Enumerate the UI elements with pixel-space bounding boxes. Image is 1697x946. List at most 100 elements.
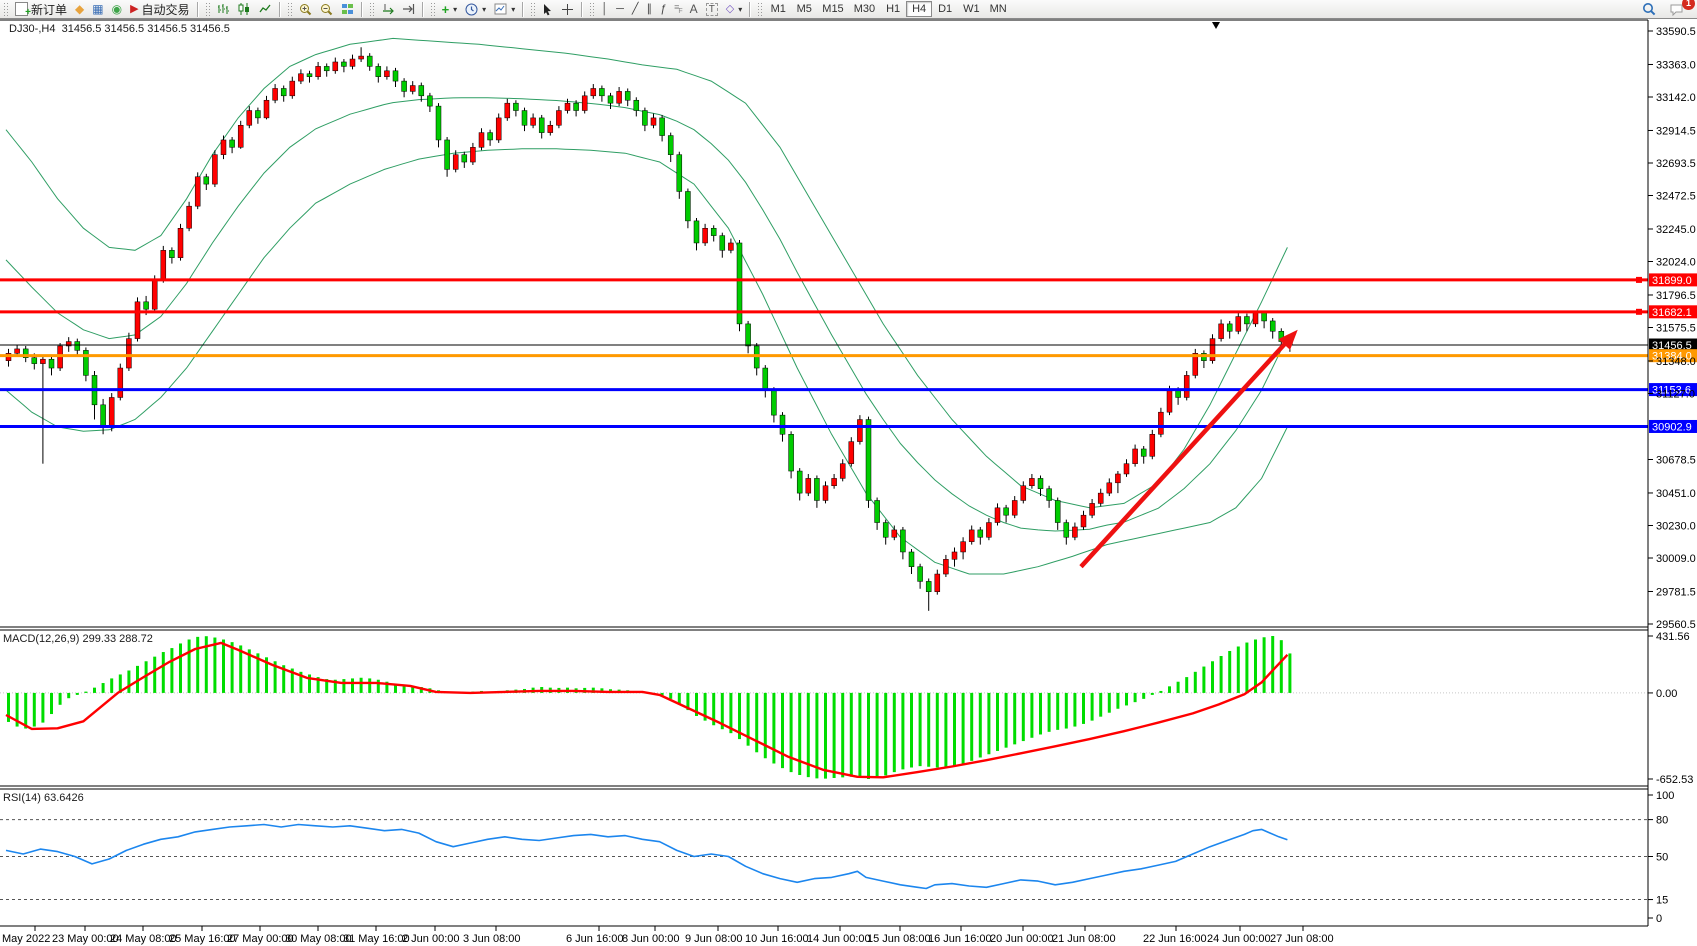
- tile-windows-button[interactable]: [337, 1, 358, 18]
- time-axis-label: 8 Jun 00:00: [622, 933, 680, 945]
- toolbar-grip[interactable]: [368, 2, 374, 16]
- timeframe-m30-button[interactable]: M30: [849, 1, 880, 17]
- timeframe-m5-button[interactable]: M5: [791, 1, 817, 17]
- toolbar-grip[interactable]: [589, 2, 595, 16]
- equidistant-channel-button[interactable]: ∥: [643, 1, 657, 18]
- clock-icon: [465, 3, 478, 16]
- market-watch-button[interactable]: ▦: [88, 1, 107, 18]
- crosshair-button[interactable]: [557, 1, 578, 18]
- line-chart-button[interactable]: [255, 1, 276, 18]
- rsi-axis-tick: 0: [1656, 913, 1662, 925]
- timeframe-d1-button[interactable]: D1: [932, 1, 958, 17]
- new-order-icon: +: [15, 2, 31, 18]
- toolbar-grip[interactable]: [429, 2, 435, 16]
- bollinger-lower-line: [5, 148, 1288, 575]
- toolbar-grip[interactable]: [757, 2, 763, 16]
- toolbar-separator: [581, 1, 584, 17]
- toolbar: + 新订单 ◆ ▦ ◉ ▶ 自动交易 + ▾ ▾ ▾ │ ─ ╱ ∥ ƒ ≡F A T ◇ ▾ M1 M5 M15 M30 H1 H…: [0, 0, 1697, 19]
- price-axis-tick: 32472.5: [1656, 191, 1696, 203]
- horizontal-line-button[interactable]: ─: [612, 1, 628, 18]
- line-endpoint-marker[interactable]: [1636, 308, 1642, 315]
- toolbar-separator: [522, 1, 525, 17]
- text-label-button[interactable]: T: [702, 1, 722, 18]
- time-axis-label: May 2022: [2, 933, 50, 945]
- time-axis-label: 16 Jun 16:00: [928, 933, 992, 945]
- zoom-in-button[interactable]: [295, 1, 316, 18]
- chart-shift-icon: [402, 3, 415, 15]
- chart-panes[interactable]: [0, 20, 1697, 926]
- zoom-out-button[interactable]: [316, 1, 337, 18]
- price-line-label: 31384.0: [1652, 351, 1692, 363]
- bollinger-upper-line: [5, 37, 1288, 509]
- auto-trading-icon: ▶: [130, 2, 139, 15]
- time-axis-label: 20 Jun 00:00: [990, 933, 1054, 945]
- macd-pane[interactable]: [0, 636, 1648, 779]
- chart-shift-button[interactable]: [398, 1, 419, 18]
- time-axis-label: 21 Jun 08:00: [1052, 933, 1116, 945]
- trendline-icon: ╱: [631, 2, 639, 15]
- fibonacci-grid-button[interactable]: ≡F: [670, 1, 686, 18]
- time-axis-label: 9 Jun 08:00: [685, 933, 743, 945]
- toolbar-grip[interactable]: [3, 2, 8, 16]
- fibonacci-button[interactable]: ƒ: [656, 1, 670, 18]
- toolbar-grip[interactable]: [530, 2, 536, 16]
- macd-axis-tick: 0.00: [1656, 688, 1677, 700]
- price-line-label-box: [1649, 383, 1697, 397]
- label-icon: T: [705, 2, 718, 16]
- toolbar-separator: [421, 1, 424, 17]
- timeframe-w1-button[interactable]: W1: [958, 1, 985, 17]
- new-order-button[interactable]: + 新订单: [11, 1, 71, 18]
- price-axis-tick: 30678.5: [1656, 454, 1696, 466]
- candlestick-button[interactable]: [234, 1, 255, 18]
- rsi-axis-tick: 50: [1656, 852, 1668, 864]
- text-button[interactable]: A: [686, 1, 702, 18]
- toolbar-grip[interactable]: [286, 2, 292, 16]
- toolbar-grip[interactable]: [204, 2, 210, 16]
- price-axis[interactable]: 33590.5 33363.0 33142.0 32914.5 32693.5 32472…: [1648, 26, 1696, 925]
- bar-chart-button[interactable]: [213, 1, 234, 18]
- trendline-button[interactable]: ╱: [628, 1, 643, 18]
- auto-scroll-icon: [381, 3, 394, 15]
- search-button[interactable]: [1638, 1, 1660, 18]
- toolbar-separator: [278, 1, 281, 17]
- chart-profile-button[interactable]: ◆: [71, 1, 88, 18]
- timeframe-m1-button[interactable]: M1: [765, 1, 791, 17]
- timeframe-h4-button[interactable]: H4: [906, 1, 933, 17]
- time-axis-label: 30 May 08:00: [285, 933, 352, 945]
- chevron-down-icon: ▾: [453, 4, 458, 14]
- chevron-down-icon: ▾: [482, 4, 487, 14]
- cursor-button[interactable]: [538, 1, 557, 18]
- price-line-label: 31899.0: [1652, 275, 1692, 287]
- rsi-pane[interactable]: [0, 819, 1648, 901]
- templates-button[interactable]: ▾: [490, 1, 519, 18]
- periods-button[interactable]: ▾: [461, 1, 490, 18]
- notifications-button[interactable]: 1: [1666, 0, 1695, 18]
- price-axis-tick: 33590.5: [1656, 26, 1696, 38]
- chart-shift-marker[interactable]: [1212, 22, 1220, 29]
- timeframe-mn-button[interactable]: MN: [985, 1, 1012, 17]
- timeframe-buttons: M1 M5 M15 M30 H1 H4 D1 W1 MN: [765, 1, 1011, 17]
- rsi-axis-tick: 80: [1656, 815, 1668, 827]
- timeframe-h1-button[interactable]: H1: [880, 1, 906, 17]
- trend-arrow[interactable]: [1079, 329, 1298, 569]
- bar-chart-icon: [217, 3, 230, 15]
- timeframe-m15-button[interactable]: M15: [817, 1, 848, 17]
- time-axis-label: 3 Jun 08:00: [463, 933, 521, 945]
- vertical-line-button[interactable]: │: [597, 1, 612, 18]
- vertical-line-icon: │: [601, 2, 609, 15]
- indicators-button[interactable]: + ▾: [438, 1, 462, 18]
- rsi-axis-tick: 100: [1656, 790, 1674, 802]
- horizontal-line-icon: ─: [616, 2, 624, 15]
- price-line-label: 31153.6: [1652, 385, 1691, 397]
- toolbar-separator: [196, 1, 199, 17]
- time-axis-label: 10 Jun 16:00: [745, 933, 809, 945]
- line-endpoint-marker[interactable]: [1636, 276, 1642, 283]
- navigator-button[interactable]: ◉: [108, 1, 126, 18]
- notification-badge: 1: [1682, 0, 1695, 10]
- auto-scroll-button[interactable]: [377, 1, 398, 18]
- arrows-button[interactable]: ◇ ▾: [722, 1, 746, 18]
- auto-trading-button[interactable]: ▶ 自动交易: [126, 1, 193, 18]
